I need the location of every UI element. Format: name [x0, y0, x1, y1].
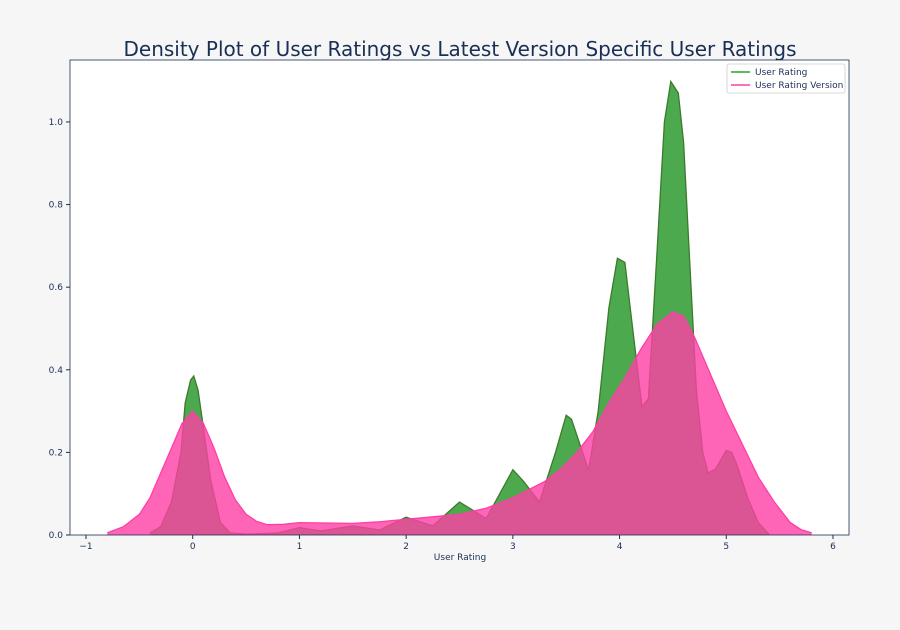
y-tick-label: 0.8	[49, 201, 64, 211]
x-axis-label: User Rating	[434, 553, 486, 563]
y-tick-label: 0.4	[49, 366, 64, 376]
x-tick-label: 0	[190, 542, 196, 552]
legend: User Rating User Rating Version	[726, 63, 846, 94]
chart-title: Density Plot of User Ratings vs Latest V…	[123, 37, 796, 61]
x-tick-label: 3	[510, 542, 516, 552]
plot-frame	[69, 59, 850, 536]
x-tick-label: 5	[723, 542, 729, 552]
y-tick-label: 0.2	[49, 448, 63, 458]
series-areas	[107, 79, 812, 535]
line-user-rating-version	[107, 311, 812, 534]
x-tick-label: 4	[617, 542, 623, 552]
x-tick-label: 2	[403, 542, 409, 552]
x-tick-label: −1	[79, 542, 92, 552]
y-axis: 0.0 0.2 0.4 0.6 0.8 1.0	[49, 118, 70, 541]
x-tick-label: 1	[297, 542, 303, 552]
legend-label-user-rating-version: User Rating Version	[755, 81, 843, 91]
y-tick-label: 0.0	[49, 531, 64, 541]
y-tick-label: 1.0	[49, 118, 64, 128]
x-tick-label: 6	[830, 542, 836, 552]
x-axis: −1 0 1 2 3 4 5 6	[79, 535, 836, 552]
area-user-rating-version	[107, 312, 812, 535]
legend-label-user-rating: User Rating	[755, 68, 807, 78]
legend-box	[726, 63, 846, 94]
y-tick-label: 0.6	[49, 283, 64, 293]
